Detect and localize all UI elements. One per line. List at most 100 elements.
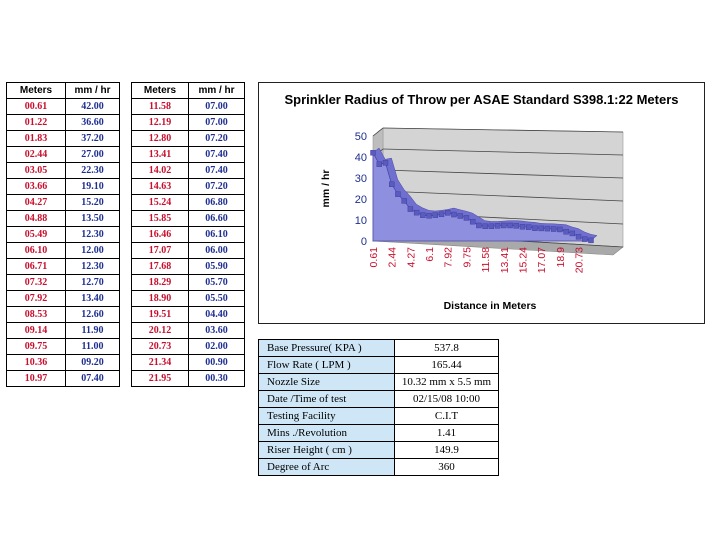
info-label: Degree of Arc <box>258 458 395 476</box>
x-tick-label: 2.44 <box>387 247 399 268</box>
gridline <box>382 127 624 133</box>
data-point <box>519 224 526 230</box>
info-label: Date /Time of test <box>258 390 395 408</box>
meters-cell: 18.29 <box>131 274 189 291</box>
data-point <box>457 213 463 219</box>
info-row: Riser Height ( cm ) 149.9 <box>258 441 499 459</box>
data-point <box>382 160 389 166</box>
data-point <box>538 225 544 232</box>
rate-cell: 07.40 <box>188 162 245 179</box>
rate-cell: 02.00 <box>188 338 245 355</box>
rate-cell: 13.50 <box>65 210 120 227</box>
info-value: 02/15/08 10:00 <box>394 390 499 408</box>
data-point <box>420 212 426 218</box>
info-value: 10.32 mm x 5.5 mm <box>394 373 499 391</box>
info-value: 165.44 <box>394 356 499 374</box>
table-row: 21.34 00.90 <box>131 354 245 371</box>
x-tick-label: 6.1 <box>424 247 436 262</box>
table-row: 01.22 36.60 <box>6 114 120 131</box>
table-row: 20.12 03.60 <box>131 322 245 339</box>
meters-cell: 09.14 <box>6 322 66 339</box>
info-label: Flow Rate ( LPM ) <box>258 356 395 374</box>
table-row: 14.02 07.40 <box>131 162 245 179</box>
meters-cell: 07.32 <box>6 274 66 291</box>
table-row: 11.58 07.00 <box>131 98 245 115</box>
rate-cell: 06.80 <box>188 194 245 211</box>
rate-cell: 36.60 <box>65 114 120 131</box>
meters-cell: 14.02 <box>131 162 189 179</box>
info-value: 149.9 <box>394 441 499 459</box>
info-row: Date /Time of test 02/15/08 10:00 <box>258 390 499 408</box>
meters-cell: 10.36 <box>6 354 66 371</box>
rate-cell: 05.90 <box>188 258 245 275</box>
info-row: Degree of Arc 360 <box>258 458 499 476</box>
gridline <box>382 148 624 156</box>
rate-cell: 12.60 <box>65 306 120 323</box>
data-point <box>532 225 538 231</box>
table-row: 15.24 06.80 <box>131 194 245 211</box>
rate-cell: 12.30 <box>65 226 120 243</box>
meters-cell: 04.88 <box>6 210 66 227</box>
data-point <box>501 222 507 229</box>
rate-cell: 07.00 <box>188 98 245 115</box>
rate-cell: 04.40 <box>188 306 245 323</box>
y-axis-label: mm / hr <box>320 170 332 208</box>
rate-cell: 13.40 <box>65 290 120 307</box>
data-point <box>550 226 557 232</box>
meters-header: Meters <box>6 82 66 99</box>
table-row: 09.75 11.00 <box>6 338 120 355</box>
data-point <box>557 226 563 233</box>
meters-cell: 20.73 <box>131 338 189 355</box>
table-row: 07.32 12.70 <box>6 274 120 291</box>
info-value: 360 <box>394 458 499 476</box>
rate-cell: 00.90 <box>188 354 245 371</box>
x-tick-label: 9.75 <box>461 247 473 268</box>
y-tick-label: 50 <box>355 131 367 143</box>
x-tick-label: 0.61 <box>368 247 380 268</box>
meters-cell: 01.22 <box>6 114 66 131</box>
meters-cell: 06.71 <box>6 258 66 275</box>
meters-cell: 10.97 <box>6 370 66 387</box>
rate-cell: 07.20 <box>188 178 245 195</box>
x-tick-label: 18.9 <box>555 247 567 268</box>
gridline <box>382 169 624 179</box>
meters-rate-table-right: Meters mm / hr 11.58 07.00 12.19 07.00 12.80… <box>131 82 245 387</box>
chart-title: Sprinkler Radius of Throw per ASAE Stand… <box>284 92 679 107</box>
meters-cell: 05.49 <box>6 226 66 243</box>
meters-cell: 12.19 <box>131 114 189 131</box>
data-point <box>407 206 414 212</box>
data-point <box>476 222 482 229</box>
data-point <box>388 181 395 188</box>
data-point <box>563 229 569 235</box>
table-row: 00.61 42.00 <box>6 98 120 115</box>
meters-cell: 15.24 <box>131 194 189 211</box>
data-point <box>544 225 551 232</box>
data-point <box>438 211 445 218</box>
meters-cell: 17.07 <box>131 242 189 259</box>
meters-cell: 08.53 <box>6 306 66 323</box>
rate-cell: 27.00 <box>65 146 120 163</box>
meters-cell: 00.61 <box>6 98 66 115</box>
gridline <box>372 127 384 137</box>
x-tick-label: 11.58 <box>480 247 492 273</box>
meters-cell: 14.63 <box>131 178 189 195</box>
info-label: Mins ./Revolution <box>258 424 395 442</box>
rate-cell: 07.20 <box>188 130 245 147</box>
data-point <box>370 150 376 156</box>
meters-rate-table-left: Meters mm / hr 00.61 42.00 01.22 36.60 01.83… <box>6 82 120 387</box>
rate-cell: 06.60 <box>188 210 245 227</box>
table-row: 12.19 07.00 <box>131 114 245 131</box>
info-row: Base Pressure( KPA ) 537.8 <box>258 339 499 357</box>
data-point <box>588 237 594 244</box>
data-point <box>451 211 457 218</box>
meters-cell: 04.27 <box>6 194 66 211</box>
rate-cell: 07.40 <box>188 146 245 163</box>
table-row: 16.46 06.10 <box>131 226 245 243</box>
table-row: 21.95 00.30 <box>131 370 245 387</box>
info-label: Testing Facility <box>258 407 395 425</box>
rate-header: mm / hr <box>65 82 120 99</box>
rate-cell: 19.10 <box>65 178 120 195</box>
table-row: 04.88 13.50 <box>6 210 120 227</box>
meters-cell: 16.46 <box>131 226 189 243</box>
rate-cell: 11.90 <box>65 322 120 339</box>
